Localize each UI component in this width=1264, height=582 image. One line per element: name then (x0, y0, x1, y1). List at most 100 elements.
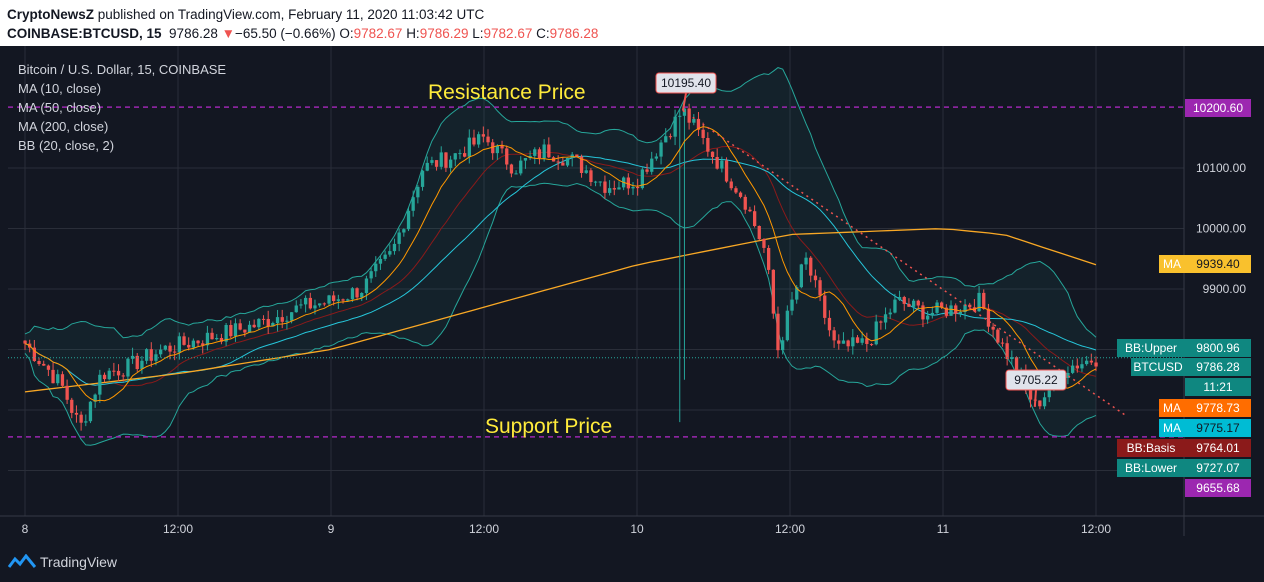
candle-body (243, 329, 247, 333)
price-tag-value: 10200.60 (1193, 101, 1243, 115)
candle-body (509, 164, 514, 174)
candle-body (116, 370, 121, 376)
time-axis-label: 11 (937, 522, 950, 536)
open-value: 9782.67 (353, 26, 403, 41)
low-callout-box (1005, 369, 1067, 391)
footer: TradingView (0, 540, 1264, 582)
candle-body (467, 137, 471, 157)
candle-body (51, 369, 55, 384)
high-callout-box (655, 72, 717, 94)
candle-body (1014, 357, 1019, 373)
candle-body (710, 151, 715, 157)
candle-body (304, 297, 308, 305)
candle-body (140, 360, 144, 369)
candle-body (650, 158, 654, 172)
candle-body (1089, 360, 1093, 363)
legend-bb[interactable]: BB (20, close, 2) (18, 138, 115, 153)
candle-body (145, 349, 149, 361)
candle-body (664, 136, 668, 143)
candle-body (561, 162, 565, 166)
candle-body (897, 297, 902, 300)
publication-info: CryptoNewsZ published on TradingView.com… (7, 7, 484, 22)
candle-body (318, 303, 322, 306)
legend-ma10[interactable]: MA (10, close) (18, 81, 102, 96)
price-tag-bg[interactable] (1185, 479, 1251, 497)
candle-body (804, 257, 808, 265)
candle-body (238, 323, 242, 330)
candle-body (332, 295, 336, 301)
price-tag-value: 9727.07 (1196, 461, 1240, 475)
candle-body (290, 312, 294, 321)
candle-body (827, 317, 832, 331)
candle-body (1066, 373, 1070, 378)
price-tag-bg[interactable] (1185, 99, 1251, 117)
price-tag-bg[interactable] (1185, 459, 1251, 477)
last-price: 9786.28 (169, 26, 218, 41)
price-chart[interactable]: Resistance Price Support Price 10195.40 970… (0, 46, 1264, 536)
candle-body (893, 299, 897, 313)
price-tag-bg[interactable] (1185, 439, 1251, 457)
candle-body (472, 137, 476, 145)
candle-body (486, 136, 490, 143)
candle-body (1080, 364, 1084, 369)
bb-lower-line (24, 182, 1097, 446)
low-label: L: (472, 26, 484, 41)
candle-body (313, 305, 317, 309)
low-callout-pointer (1033, 389, 1037, 407)
candle-body (991, 326, 995, 330)
candle-body (322, 303, 326, 305)
price-tag-label-bg (1117, 339, 1185, 357)
price-tag-bg[interactable] (1185, 255, 1251, 273)
candle-body (542, 144, 546, 159)
publication-header: CryptoNewsZ published on TradingView.com… (0, 0, 1264, 46)
candle-body (444, 152, 448, 168)
candle-body (37, 361, 41, 364)
candle-body (257, 318, 261, 328)
candle-body (84, 421, 88, 423)
candle-body (851, 337, 855, 347)
price-tag-bg[interactable] (1185, 399, 1251, 417)
candle-body (135, 355, 139, 369)
price-tag-bg[interactable] (1185, 378, 1251, 396)
candle-body (1047, 389, 1051, 398)
time-axis-label: 8 (22, 522, 29, 536)
bollinger-band-fill (25, 67, 1096, 446)
candle-body (430, 160, 434, 163)
candle-body (640, 169, 644, 189)
candle-body (949, 305, 953, 316)
candle-body (182, 336, 186, 345)
candle-body (210, 332, 214, 340)
candle-body (565, 158, 570, 166)
price-tag-label: MA (1163, 421, 1181, 435)
candle-body (149, 349, 153, 361)
candle-body (88, 401, 93, 422)
price-tag-bg[interactable] (1185, 419, 1251, 437)
candle-body (593, 181, 598, 183)
published-text: published on TradingView.com, February 1… (94, 7, 485, 22)
candle-body (790, 299, 794, 311)
candle-body (392, 243, 397, 252)
candle-body (743, 196, 747, 210)
price-tag-bg[interactable] (1185, 339, 1251, 357)
candle-body (734, 188, 738, 193)
high-callout-text: 10195.40 (661, 76, 711, 90)
candle-body (299, 304, 303, 306)
tradingview-logo-icon[interactable] (8, 554, 36, 570)
price-tag-label: BTCUSD (1133, 360, 1183, 374)
time-axis-label: 12:00 (775, 522, 805, 536)
legend-ma200[interactable]: MA (200, close) (18, 119, 109, 134)
tradingview-brand[interactable]: TradingView (40, 554, 118, 570)
candle-body (383, 254, 387, 259)
legend-ma50[interactable]: MA (50, close) (18, 100, 102, 115)
price-tag-bg[interactable] (1185, 358, 1251, 376)
price-tag-value: 9775.17 (1196, 421, 1240, 435)
price-tag-label: BB:Upper (1125, 341, 1177, 355)
candle-body (346, 299, 350, 301)
down-arrow-icon: ▼ (221, 26, 235, 41)
publisher-name[interactable]: CryptoNewsZ (7, 7, 95, 22)
candle-body (32, 347, 36, 361)
candle-body (477, 134, 481, 145)
chart-background (0, 46, 1264, 536)
candle-body (1094, 362, 1098, 367)
candle-body (795, 287, 799, 300)
